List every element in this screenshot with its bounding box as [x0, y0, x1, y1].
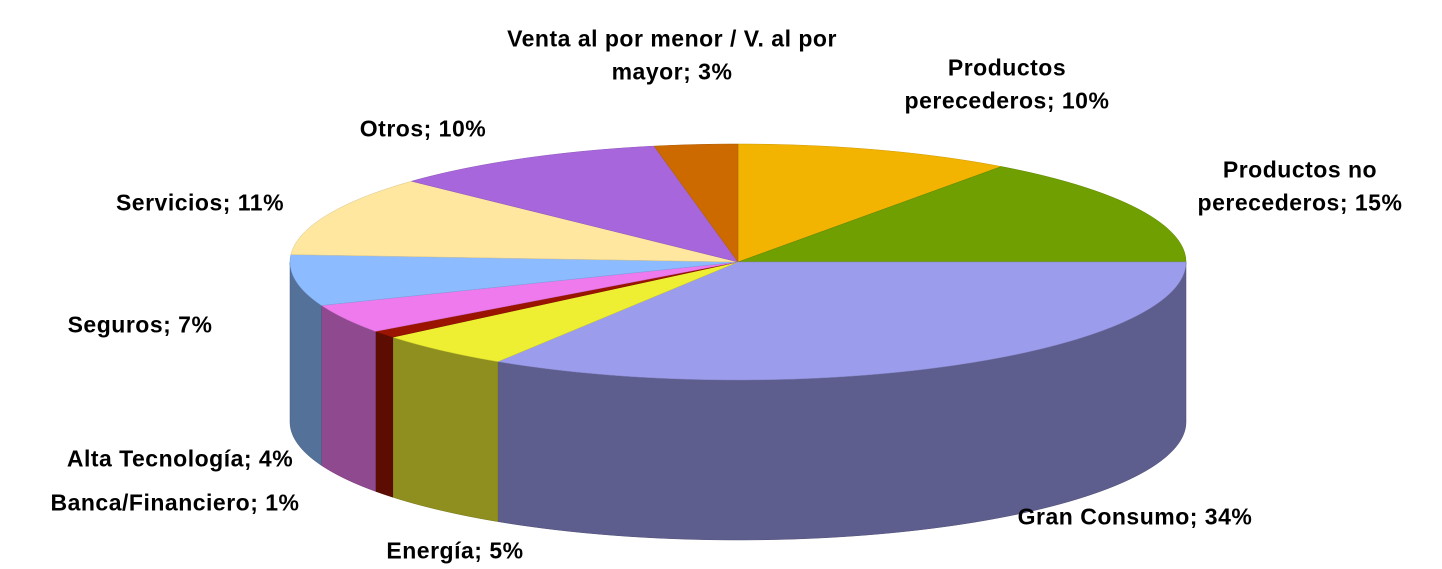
data-label: Venta al por menor / V. al por mayor; 3%	[507, 25, 837, 85]
data-label: Productos no perecederos; 15%	[1197, 156, 1403, 216]
slice	[653, 143, 739, 263]
slice	[737, 166, 1187, 263]
slice-side	[375, 331, 394, 498]
data-label: Productos perecederos; 10%	[904, 54, 1110, 114]
data-label: Gran Consumo; 34%	[1017, 503, 1253, 530]
slice	[290, 180, 739, 263]
slice	[497, 261, 1187, 381]
data-label: Otros; 10%	[359, 115, 487, 142]
slice	[289, 254, 739, 306]
slice	[391, 261, 739, 362]
slice	[410, 145, 739, 263]
data-label: Energía; 5%	[386, 537, 524, 564]
slice-side	[321, 304, 376, 492]
slice	[737, 143, 1003, 263]
data-label: Seguros; 7%	[67, 311, 213, 338]
data-label: Alta Tecnología; 4%	[66, 445, 294, 472]
data-label: Servicios; 11%	[115, 189, 285, 216]
slice	[320, 261, 739, 332]
data-label: Banca/Financiero; 1%	[50, 489, 300, 516]
slice-side	[392, 336, 499, 522]
